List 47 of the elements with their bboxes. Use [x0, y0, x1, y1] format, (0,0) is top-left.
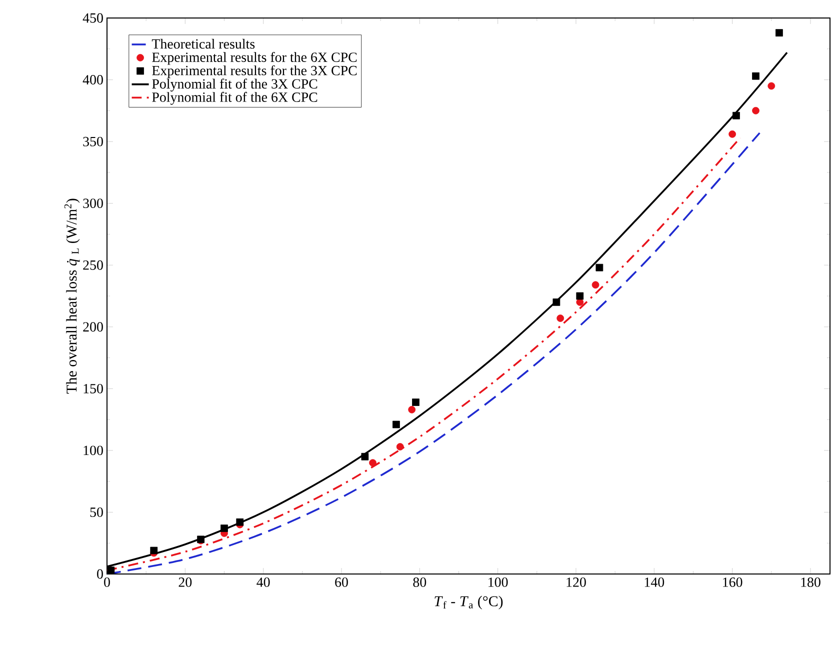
point — [556, 314, 564, 322]
x-tick-label: 20 — [178, 578, 192, 587]
point — [150, 546, 158, 554]
point — [408, 406, 416, 414]
point — [728, 130, 736, 138]
x-tick-label: 120 — [566, 578, 586, 587]
y-axis-title: The overall heat loss q̇$_{L}$ (W/m$^{2}$) — [64, 198, 80, 394]
point — [576, 292, 584, 300]
point — [220, 524, 228, 532]
legend-label: Polynomial fit of the 6X CPC — [152, 92, 318, 105]
y-tick-label: 0 — [97, 569, 103, 579]
y-tick-label: 450 — [82, 13, 103, 23]
y-tick-label: 250 — [83, 260, 103, 270]
y-tick-label: 400 — [82, 75, 103, 84]
point — [552, 298, 560, 306]
point — [752, 106, 760, 114]
point — [592, 281, 600, 289]
y-tick-label: 350 — [83, 136, 103, 146]
x-tick-label: 180 — [801, 578, 820, 587]
point — [369, 459, 376, 466]
y-tick-label: 100 — [84, 446, 103, 456]
point — [236, 518, 244, 526]
legend-label: Polynomial fit of the 3X CPC — [152, 78, 318, 92]
point — [752, 72, 760, 80]
point — [392, 420, 400, 428]
point — [776, 29, 783, 37]
point — [361, 452, 369, 460]
x-tick-label: 140 — [644, 578, 664, 587]
y-tick-label: 50 — [90, 508, 103, 517]
x-tick-label: 60 — [335, 578, 348, 587]
x-tick-label: 80 — [413, 578, 426, 587]
point — [732, 112, 740, 120]
y-tick-label: 200 — [83, 322, 103, 332]
point — [412, 398, 420, 406]
point — [768, 82, 776, 90]
y-tick-label: 150 — [84, 384, 103, 394]
y-tick-label: 300 — [83, 198, 103, 208]
x-tick-label: 40 — [256, 578, 270, 587]
point — [396, 443, 404, 450]
legend-label: Experimental results for the 6X CPC — [152, 52, 357, 65]
x-tick-label: 100 — [488, 578, 508, 587]
legend-label: Theoretical results — [152, 38, 255, 49]
legend-label: Experimental results for the 3X CPC — [152, 65, 357, 78]
x-axis-title: T$_{f}$ - T$_{a}$ (°C) — [434, 596, 503, 610]
x-tick-label: 160 — [723, 578, 742, 587]
point — [596, 264, 604, 272]
x-tick-label: 0 — [104, 578, 110, 587]
